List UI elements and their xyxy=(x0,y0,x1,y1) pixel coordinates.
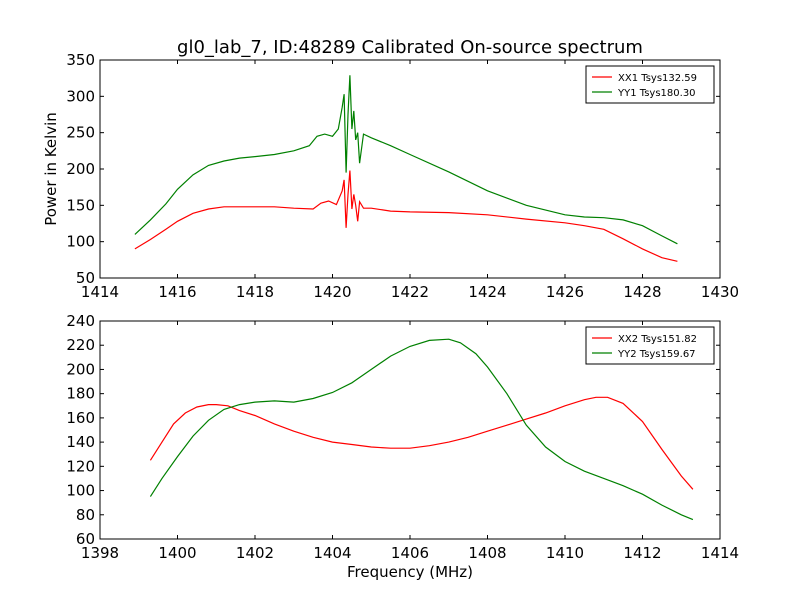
series-line-xx1 xyxy=(134,170,678,262)
legend-label: XX1 Tsys132.59 xyxy=(618,73,697,84)
legend: XX1 Tsys132.59 YY1 Tsys180.30 xyxy=(585,65,715,104)
x-tick-label: 1412 xyxy=(623,544,661,562)
y-tick-label: 60 xyxy=(76,530,95,548)
y-tick-label: 300 xyxy=(66,87,95,105)
figure-title: gl0_lab_7, ID:48289 Calibrated On-source… xyxy=(177,37,643,58)
y-tick-label: 80 xyxy=(76,506,95,524)
x-axis-label: Frequency (MHz) xyxy=(347,563,473,581)
y-tick-label: 250 xyxy=(66,124,95,142)
y-tick-label: 180 xyxy=(66,385,95,403)
x-tick-label: 1416 xyxy=(158,283,196,301)
x-tick-label: 1406 xyxy=(391,544,429,562)
y-tick-label: 350 xyxy=(66,51,95,69)
top-spectrum-panel: 1414 1416 1418 1420 1422 1424 1426 1428 1430 50 10… xyxy=(66,51,739,301)
x-tick-label: 1410 xyxy=(546,544,584,562)
legend: XX2 Tsys151.82 YY2 Tsys159.67 xyxy=(585,326,715,365)
x-tick-label: 1414 xyxy=(81,283,119,301)
x-tick-label: 1430 xyxy=(701,283,739,301)
x-tick-label: 1398 xyxy=(81,544,119,562)
y-tick-label: 220 xyxy=(66,336,95,354)
legend-box xyxy=(585,326,715,365)
y-tick-label: 140 xyxy=(66,433,95,451)
x-tick-label: 1420 xyxy=(313,283,351,301)
x-tick-label: 1424 xyxy=(468,283,506,301)
x-tick-label: 1404 xyxy=(313,544,351,562)
x-tick-label: 1400 xyxy=(158,544,196,562)
legend-label: XX2 Tsys151.82 xyxy=(618,334,697,345)
x-tick-label: 1414 xyxy=(701,544,739,562)
bottom-spectrum-panel: 1398 1400 1402 1404 1406 1408 1410 1412 1414 60 80… xyxy=(66,312,739,562)
y-tick-label: 240 xyxy=(66,312,95,330)
x-tick-label: 1422 xyxy=(391,283,429,301)
y-tick-label: 150 xyxy=(66,196,95,214)
series-group xyxy=(134,75,678,262)
series-group xyxy=(149,338,694,521)
series-line-yy2 xyxy=(149,338,694,521)
x-tick-label: 1426 xyxy=(546,283,584,301)
legend-label: YY2 Tsys159.67 xyxy=(617,349,696,360)
x-tick-label: 1408 xyxy=(468,544,506,562)
series-line-yy1 xyxy=(134,75,678,245)
legend-box xyxy=(585,65,715,104)
y-tick-label: 200 xyxy=(66,360,95,378)
y-tick-label: 120 xyxy=(66,457,95,475)
legend-label: YY1 Tsys180.30 xyxy=(617,88,696,99)
x-tick-label: 1418 xyxy=(236,283,274,301)
y-tick-label: 200 xyxy=(66,160,95,178)
y-tick-label: 50 xyxy=(76,269,95,287)
y-tick-label: 160 xyxy=(66,409,95,427)
y-axis-label: Power in Kelvin xyxy=(42,112,60,226)
y-tick-label: 100 xyxy=(66,233,95,251)
series-line-xx2 xyxy=(149,396,694,490)
x-tick-label: 1402 xyxy=(236,544,274,562)
x-tick-label: 1428 xyxy=(623,283,661,301)
y-tick-label: 100 xyxy=(66,482,95,500)
